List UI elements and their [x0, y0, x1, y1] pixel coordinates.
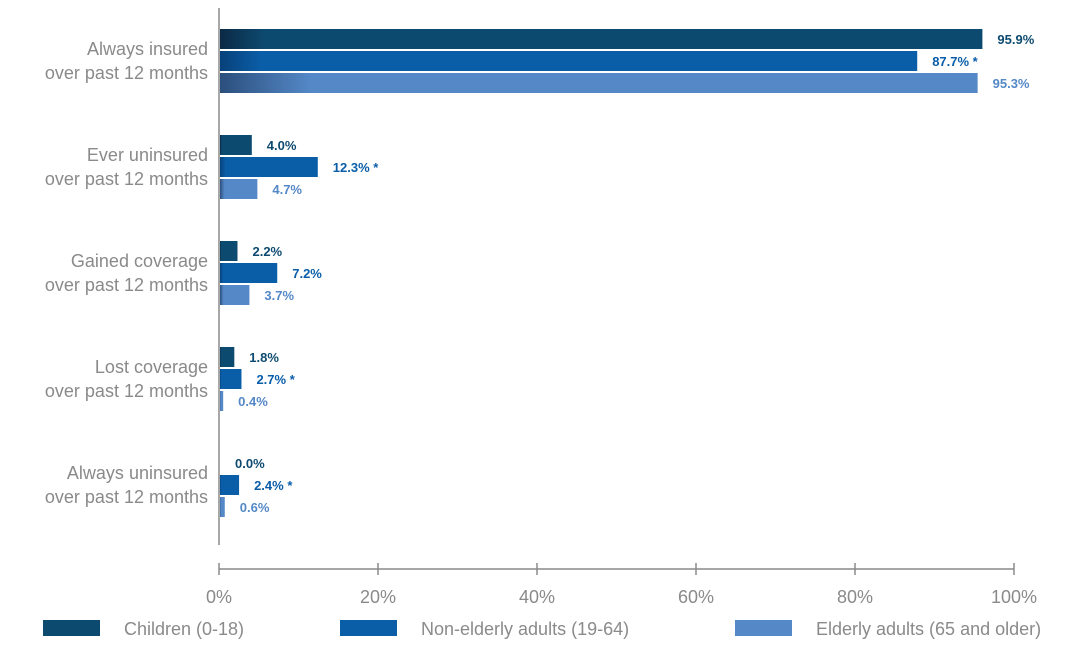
data-label-2-0: 95.3% — [993, 76, 1030, 91]
bar-1-0 — [220, 51, 918, 71]
x-tick-label-5: 100% — [991, 587, 1037, 607]
bar-2-2 — [220, 285, 250, 305]
data-label-2-2: 3.7% — [264, 288, 294, 303]
category-label-2-0: Gained coverage — [71, 251, 208, 271]
legend-label-1: Non-elderly adults (19-64) — [421, 619, 629, 639]
category-label-2-1: over past 12 months — [45, 275, 208, 295]
bar-2-3 — [220, 391, 224, 411]
data-label-0-1: 4.0% — [267, 138, 297, 153]
bar-2-4 — [220, 497, 225, 517]
category-label-3-1: over past 12 months — [45, 381, 208, 401]
x-tick-label-3: 60% — [678, 587, 714, 607]
legend-swatch-0 — [43, 620, 100, 636]
category-label-4-1: over past 12 months — [45, 487, 208, 507]
bar-1-1 — [220, 157, 318, 177]
data-label-1-0: 87.7% * — [932, 54, 978, 69]
bar-0-0 — [220, 29, 983, 49]
category-label-4-0: Always uninsured — [67, 463, 208, 483]
category-label-1-0: Ever uninsured — [87, 145, 208, 165]
x-tick-label-4: 80% — [837, 587, 873, 607]
legend-swatch-2 — [735, 620, 792, 636]
x-tick-label-0: 0% — [206, 587, 232, 607]
category-label-1-1: over past 12 months — [45, 169, 208, 189]
data-label-0-4: 0.0% — [235, 456, 265, 471]
data-label-1-2: 7.2% — [292, 266, 322, 281]
x-tick-label-1: 20% — [360, 587, 396, 607]
bar-1-4 — [220, 475, 240, 495]
category-label-3-0: Lost coverage — [95, 357, 208, 377]
data-label-0-3: 1.8% — [249, 350, 279, 365]
bar-1-3 — [220, 369, 242, 389]
data-label-2-4: 0.6% — [240, 500, 270, 515]
bar-1-2 — [220, 263, 278, 283]
legend-label-0: Children (0-18) — [124, 619, 244, 639]
bar-0-3 — [220, 347, 235, 367]
data-label-1-1: 12.3% * — [333, 160, 379, 175]
category-label-0-0: Always insured — [87, 39, 208, 59]
data-label-2-3: 0.4% — [238, 394, 268, 409]
bar-0-1 — [220, 135, 252, 155]
data-label-0-2: 2.2% — [252, 244, 282, 259]
bar-2-1 — [220, 179, 258, 199]
data-label-2-1: 4.7% — [272, 182, 302, 197]
bar-2-0 — [220, 73, 978, 93]
x-tick-label-2: 40% — [519, 587, 555, 607]
bar-0-2 — [220, 241, 238, 261]
category-label-0-1: over past 12 months — [45, 63, 208, 83]
legend-swatch-1 — [340, 620, 397, 636]
data-label-0-0: 95.9% — [997, 32, 1034, 47]
legend-label-2: Elderly adults (65 and older) — [816, 619, 1041, 639]
data-label-1-3: 2.7% * — [256, 372, 295, 387]
data-label-1-4: 2.4% * — [254, 478, 293, 493]
